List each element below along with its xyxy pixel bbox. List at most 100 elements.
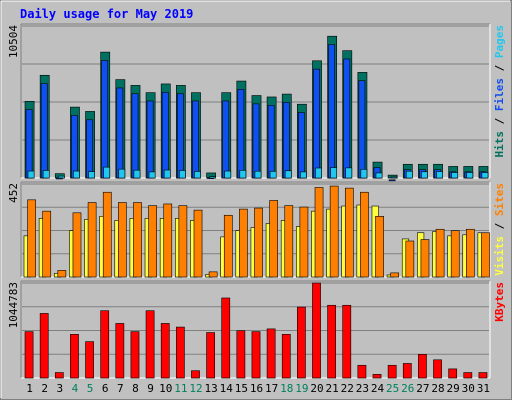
bar-kbytes-20 [312,282,321,379]
bar-sites-23 [360,191,369,278]
legend-entry: Files [493,78,506,111]
bar-sites-12 [193,209,203,278]
x-tick-label: 2 [41,382,48,395]
bar-kbytes-9 [145,310,155,379]
bar-kbytes-23 [357,364,367,379]
bar-kbytes-30 [463,372,473,379]
bar-kbytes-18 [281,334,291,379]
x-tick-label: 8 [132,382,139,395]
x-tick-label: 10 [159,382,172,395]
bar-sites-26 [405,240,415,278]
legend-entry: Hits [493,131,506,158]
bar-pages-10 [163,169,171,179]
bar-sites-15 [239,208,248,278]
bar-pages-31 [481,172,489,179]
bar-pages-11 [178,170,186,179]
y-max-label: 452 [7,183,20,203]
bar-files-11 [176,93,184,179]
bar-files-17 [267,105,275,179]
bar-pages-29 [451,172,459,179]
bar-pages-20 [315,167,322,179]
y-max-label: 1044783 [7,282,20,328]
bar-sites-19 [299,206,309,278]
bar-pages-26 [405,170,413,179]
bar-files-25 [388,179,396,182]
x-tick-label: 19 [295,382,308,395]
bar-files-12 [192,100,199,179]
x-tick-label: 30 [462,382,475,395]
x-tick-label: 29 [447,382,460,395]
bar-files-2 [40,83,48,179]
bar-pages-22 [345,167,353,179]
bar-files-19 [298,112,305,179]
bar-pages-13 [209,176,216,179]
bar-kbytes-21 [327,304,337,379]
x-tick-label: 20 [310,382,323,395]
bar-pages-30 [466,172,474,179]
bar-files-9 [146,100,154,179]
bar-pages-28 [436,171,443,179]
x-tick-label: 4 [72,382,79,395]
bar-kbytes-12 [191,370,200,379]
bar-sites-7 [118,202,127,278]
bar-files-23 [358,80,366,179]
bar-files-7 [116,87,124,179]
bar-kbytes-27 [418,354,427,379]
x-tick-label: 11 [174,382,187,395]
bar-pages-7 [118,168,126,179]
bar-sites-29 [450,230,460,278]
bar-sites-31 [481,232,490,278]
x-tick-label: 16 [250,382,263,395]
bar-files-4 [71,115,78,179]
bar-kbytes-14 [221,297,231,379]
legend-entry: KBytes [493,282,506,322]
x-tick-label: 21 [326,382,339,395]
bar-sites-8 [133,202,142,278]
x-tick-label: 26 [401,382,414,395]
bar-sites-11 [178,205,188,278]
bar-kbytes-1 [24,331,34,379]
legend-entry: Pages [493,25,506,58]
x-tick-label: 9 [147,382,154,395]
bar-kbytes-26 [402,363,412,379]
x-tick-label: 25 [386,382,399,395]
bar-files-14 [222,100,230,179]
bar-pages-14 [224,170,232,179]
bar-files-6 [101,60,109,179]
x-tick-label: 12 [189,382,202,395]
bar-kbytes-8 [130,331,140,379]
bar-pages-21 [330,167,338,179]
legend: Visits / Sites [493,183,506,276]
bar-pages-27 [421,171,428,179]
bar-files-22 [343,58,351,179]
bar-files-5 [86,119,93,179]
bar-kbytes-4 [70,334,79,379]
bar-pages-1 [27,170,35,179]
x-tick-label: 28 [431,382,444,395]
bar-sites-14 [223,214,233,278]
x-tick-label: 15 [235,382,248,395]
x-tick-label: 14 [220,382,234,395]
legend: KBytes [493,282,506,322]
x-axis-labels: 1 2 3 4 5 6 7 8 9 10 11 12 13 14 15 16 17 18 19 20 21 22 23 24 2… [26,382,490,395]
bar-sites-3 [57,270,67,278]
x-tick-label: 17 [265,382,278,395]
bar-sites-22 [344,187,354,278]
bar-sites-16 [254,207,263,278]
bar-sites-1 [27,199,36,278]
bar-pages-16 [254,170,262,179]
x-tick-label: 3 [57,382,64,395]
bar-pages-12 [194,171,201,179]
bar-kbytes-22 [342,304,352,379]
bar-pages-3 [57,175,65,179]
x-tick-label: 18 [280,382,293,395]
bar-sites-18 [284,205,294,278]
bar-pages-25 [390,176,398,179]
bar-sites-2 [42,210,52,278]
bar-sites-17 [269,200,278,278]
legend: Hits / Files / Pages [493,25,506,158]
bar-sites-5 [87,202,97,278]
bar-pages-6 [103,166,111,179]
bar-files-21 [328,44,336,179]
